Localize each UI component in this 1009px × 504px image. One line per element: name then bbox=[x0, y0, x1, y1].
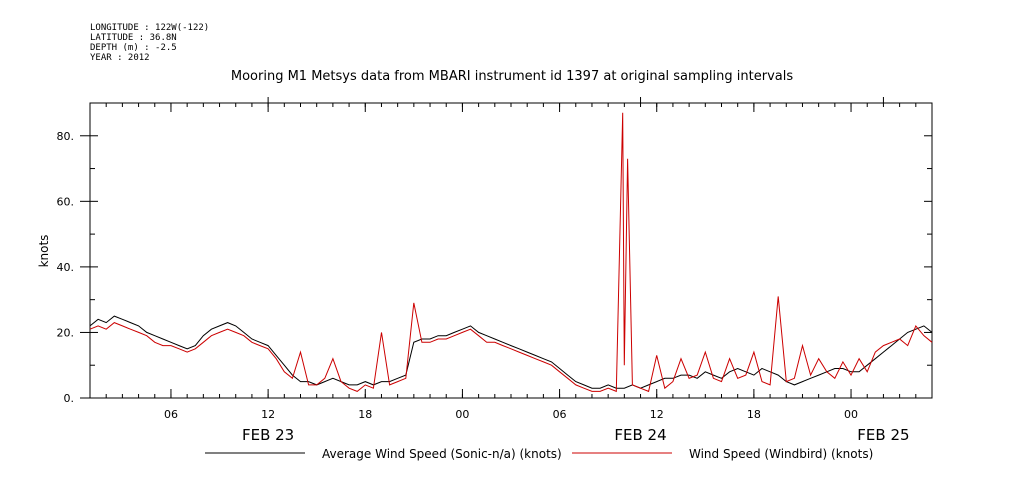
plot-frame bbox=[89, 102, 933, 399]
axis-ticks bbox=[80, 97, 933, 399]
metadata-block: LONGITUDE : 122W(-122) LATITUDE : 36.8N … bbox=[90, 23, 209, 63]
y-tick-label: 0. bbox=[64, 392, 75, 405]
x-tick-label: 18 bbox=[747, 408, 761, 421]
y-tick-label: 80. bbox=[57, 130, 75, 143]
x-tick-label: 12 bbox=[650, 408, 664, 421]
y-tick-label: 20. bbox=[57, 326, 75, 339]
series-line-windbird bbox=[89, 112, 933, 393]
x-tick-label: 06 bbox=[164, 408, 178, 421]
meta-longitude: LONGITUDE : 122W(-122) bbox=[90, 23, 209, 33]
data-series bbox=[89, 112, 933, 393]
x-tick-label: 18 bbox=[358, 408, 372, 421]
date-label: FEB 23 bbox=[242, 426, 294, 444]
y-tick-label: 40. bbox=[57, 261, 75, 274]
axis-labels: 0. 20. 40. 60. 80. 06 12 18 00 06 12 18 00 FEB 23 FEB … bbox=[57, 130, 910, 444]
y-axis-label: knots bbox=[37, 235, 51, 268]
meta-depth: DEPTH (m) : -2.5 bbox=[90, 43, 177, 53]
series-line-average-wind bbox=[89, 315, 933, 389]
date-label: FEB 24 bbox=[614, 426, 666, 444]
meta-latitude: LATITUDE : 36.8N bbox=[90, 33, 177, 43]
y-tick-label: 60. bbox=[57, 195, 75, 208]
x-tick-label: 00 bbox=[455, 408, 469, 421]
legend-label-average: Average Wind Speed (Sonic-n/a) (knots) bbox=[322, 447, 562, 461]
date-label: FEB 25 bbox=[857, 426, 909, 444]
meta-year: YEAR : 2012 bbox=[90, 53, 150, 63]
x-tick-label: 00 bbox=[844, 408, 858, 421]
legend: Average Wind Speed (Sonic-n/a) (knots) W… bbox=[205, 447, 873, 461]
x-tick-label: 06 bbox=[553, 408, 567, 421]
x-tick-label: 12 bbox=[261, 408, 275, 421]
chart-title: Mooring M1 Metsys data from MBARI instru… bbox=[231, 69, 793, 84]
legend-label-windbird: Wind Speed (Windbird) (knots) bbox=[689, 447, 873, 461]
